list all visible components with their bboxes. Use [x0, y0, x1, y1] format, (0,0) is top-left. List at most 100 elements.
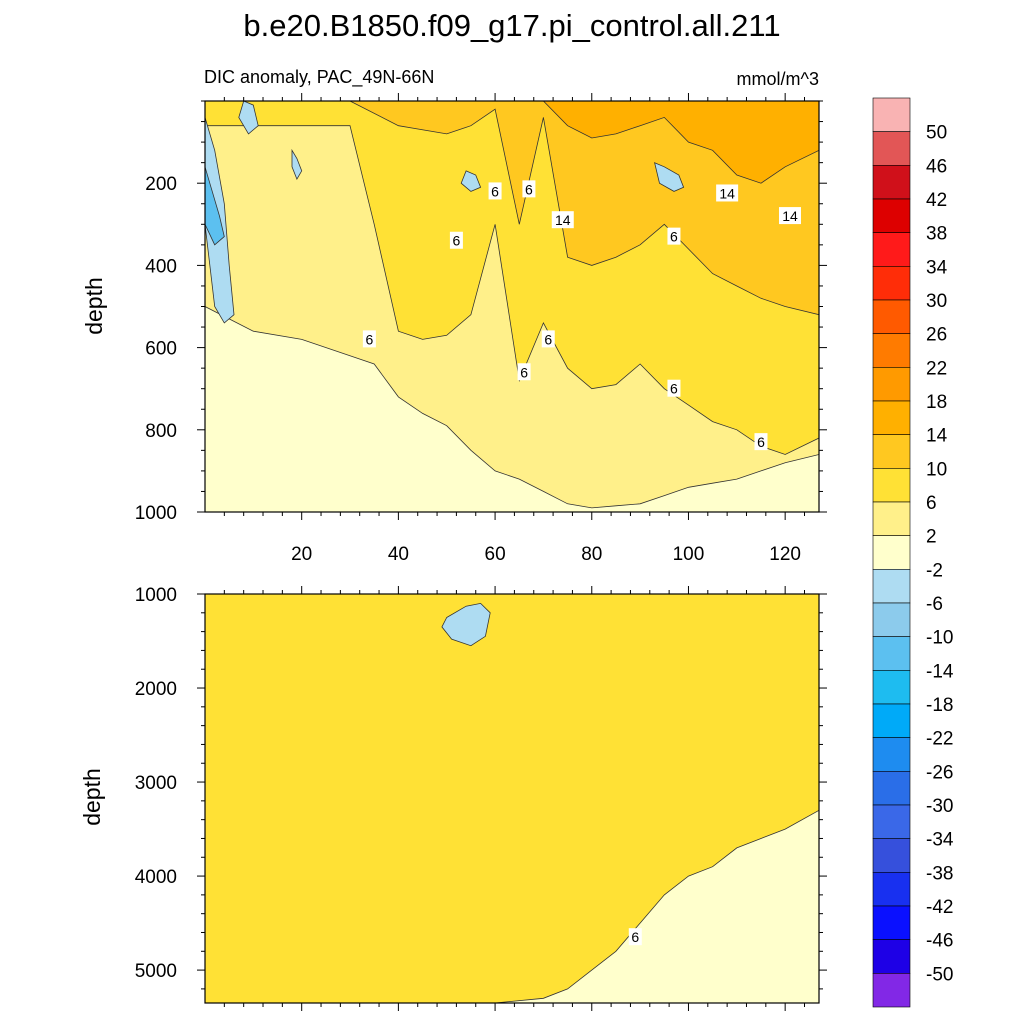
colorbar-swatch — [872, 468, 911, 503]
negative-anomaly — [205, 166, 225, 246]
colorbar-label: -10 — [926, 628, 953, 649]
colorbar-label: 34 — [926, 257, 948, 278]
colorbar-label: 18 — [926, 392, 947, 413]
contour-label-bg — [449, 231, 463, 249]
colorbar-swatch — [872, 569, 911, 604]
contour-field: 6 6 6 14 6 14 14 6 6 6 6 6 — [205, 101, 819, 512]
lower-panel: 6 1000 2000 3000 4000 5000 — [135, 585, 827, 1011]
contour-label-bg — [522, 180, 536, 198]
colorbar-label: -22 — [926, 729, 953, 750]
colorbar-swatch — [872, 973, 911, 1008]
contour-label: 14 — [782, 208, 798, 224]
plot-frame — [204, 593, 820, 1004]
y-tick-label: 600 — [145, 339, 177, 360]
colorbar-label: -50 — [926, 964, 953, 985]
contour-label-bg — [488, 182, 502, 200]
y-tick-label: 1000 — [135, 503, 177, 524]
contour-label-bg — [778, 207, 801, 225]
colorbar-swatch — [872, 636, 911, 671]
colorbar-label: -2 — [926, 560, 943, 581]
upper-ylabel: depth — [81, 277, 107, 335]
contour-label: 6 — [631, 929, 639, 945]
colorbar-swatch — [872, 198, 911, 233]
colorbar-swatch — [872, 367, 911, 402]
negative-anomaly — [238, 101, 259, 135]
colorbar-label: 38 — [926, 224, 947, 245]
colorbar-label: -26 — [926, 762, 953, 783]
colorbar-label: -34 — [926, 830, 954, 851]
colorbar-swatch — [872, 266, 911, 301]
colorbar-swatch — [872, 131, 911, 166]
colorbar-label: 46 — [926, 156, 947, 177]
contour-label: 6 — [491, 183, 499, 199]
colorbar-swatch — [872, 703, 911, 738]
contour-label-bg — [754, 433, 768, 451]
colorbar-label: 14 — [926, 426, 948, 447]
contour-label: 6 — [365, 331, 373, 347]
y-tick-label: 200 — [145, 174, 177, 195]
colorbar: 50 46 42 38 34 30 26 22 18 14 10 6 2 -2 -6 -10 -14 -18 -22… — [872, 97, 954, 1008]
colorbar-swatch — [872, 905, 911, 940]
contour-label-bg — [667, 227, 681, 245]
colorbar-swatch — [872, 872, 911, 907]
colorbar-label: 6 — [926, 493, 937, 514]
contour-label-bg — [667, 379, 681, 397]
contour-label: 14 — [719, 185, 735, 201]
x-tick-label: 120 — [769, 544, 801, 565]
colorbar-label: -6 — [926, 594, 943, 615]
band-region — [205, 101, 819, 184]
colorbar-label: 26 — [926, 325, 947, 346]
colorbar-label: 50 — [926, 123, 947, 144]
contour-label: 6 — [525, 181, 533, 197]
y-tick-label: 400 — [145, 256, 177, 277]
y-tick-label: 5000 — [135, 961, 177, 982]
negative-anomaly — [460, 170, 482, 192]
colorbar-label: -18 — [926, 695, 953, 716]
y-tick-label: 800 — [145, 421, 177, 442]
colorbar-swatch — [872, 838, 911, 873]
x-tick-label: 80 — [581, 544, 602, 565]
negative-anomaly — [291, 148, 303, 181]
y-tick-label: 1000 — [135, 585, 177, 606]
contour-field: 6 — [205, 594, 819, 1003]
colorbar-label: -46 — [926, 931, 953, 952]
contour-label: 6 — [670, 229, 678, 245]
colorbar-label: 2 — [926, 527, 937, 548]
contour-label: 6 — [757, 434, 765, 450]
contour-label-bg — [716, 184, 739, 202]
upper-panel: 6 6 6 14 6 14 14 6 6 6 6 6 200 400 600 800 1000 20 40 60 80 1… — [135, 93, 827, 565]
y-tick-label: 4000 — [135, 867, 177, 888]
colorbar-label: 10 — [926, 459, 947, 480]
colorbar-swatch — [872, 804, 911, 839]
colorbar-label: 22 — [926, 358, 947, 379]
colorbar-label: -38 — [926, 863, 953, 884]
contour-label-bg — [517, 363, 531, 381]
contour-label-bg — [551, 211, 574, 229]
colorbar-label: -14 — [926, 661, 954, 682]
band-region — [205, 594, 819, 1003]
y-tick-label: 3000 — [135, 773, 177, 794]
colorbar-label: 30 — [926, 291, 947, 312]
colorbar-swatch — [872, 333, 911, 368]
colorbar-swatch — [872, 737, 911, 772]
chart-subtitle: DIC anomaly, PAC_49N-66N — [204, 67, 434, 88]
colorbar-label: -30 — [926, 796, 953, 817]
colorbar-swatch — [872, 434, 911, 469]
contour-label: 6 — [544, 331, 552, 347]
colorbar-label: -42 — [926, 897, 953, 918]
y-tick-label: 2000 — [135, 679, 177, 700]
x-tick-label: 20 — [291, 544, 312, 565]
band-region — [205, 101, 819, 316]
contour-label: 6 — [520, 364, 528, 380]
contour-label: 6 — [670, 381, 678, 397]
x-tick-label: 40 — [388, 544, 409, 565]
contour-label-bg — [541, 330, 555, 348]
contour-label-bg — [628, 928, 642, 946]
contour-label: 6 — [453, 233, 461, 249]
colorbar-swatch — [872, 771, 911, 806]
colorbar-swatch — [872, 400, 911, 435]
contour-label: 14 — [555, 212, 571, 228]
x-tick-label: 60 — [485, 544, 506, 565]
colorbar-swatch — [872, 232, 911, 267]
colorbar-swatch — [872, 602, 911, 637]
